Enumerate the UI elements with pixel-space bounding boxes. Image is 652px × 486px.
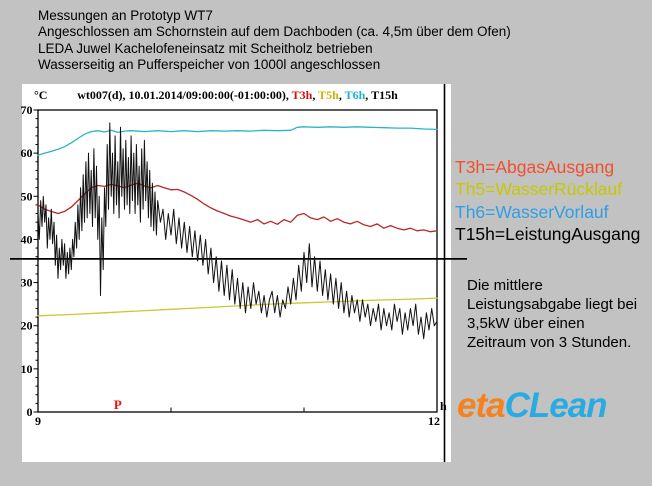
chart-title-segment: T6h: [344, 88, 366, 102]
header-line-2: Angeschlossen am Schornstein auf dem Dac…: [38, 24, 511, 40]
chart-title-segment: T15h: [371, 88, 398, 102]
y-tick-label: 60: [21, 146, 33, 160]
legend-item: Th5=WasserRücklauf: [455, 179, 623, 200]
chart-legend: T3h=AbgasAusgang Th5=WasserRücklauf Th6=Wa…: [455, 156, 640, 246]
etaclean-logo: etaCLean: [457, 386, 608, 426]
series-th6-wasservorlauf: [37, 126, 438, 156]
logo-part-clean: CLean: [504, 386, 608, 425]
logo-part-eta: eta: [457, 386, 506, 425]
series-th5-wasserrücklauf: [37, 297, 438, 317]
x-tick-label-start: 9: [35, 414, 41, 428]
y-tick-label: 30: [21, 276, 33, 290]
chart-title-segment: T5h: [318, 88, 339, 102]
header-text-block: Messungen an Prototyp WT7 Angeschlossen …: [38, 8, 511, 73]
legend-item: T3h=AbgasAusgang: [455, 157, 615, 177]
chart-title-segment: wt007(d), 10.01.2014/09:00:00(-01:00:00)…: [77, 88, 292, 102]
x-axis-unit-label: h: [440, 399, 447, 413]
y-tick-label: 10: [21, 362, 33, 376]
header-line-4: Wasserseitig an Pufferspeicher von 1000l…: [38, 56, 381, 72]
chart-title-segment: ,: [338, 88, 345, 102]
p-marker: P: [114, 397, 122, 412]
y-axis-unit-label: °C: [34, 88, 48, 102]
chart-panel: [22, 84, 451, 462]
series-t3h-abgasausgang: [37, 182, 438, 233]
note-text: Die mittlere Leistungsabgabe liegt bei 3…: [467, 277, 638, 351]
y-tick-label: 70: [21, 103, 33, 117]
chart-title: wt007(d), 10.01.2014/09:00:00(-01:00:00)…: [38, 88, 437, 103]
y-tick-label: 0: [27, 405, 33, 419]
header-line-1: Messungen an Prototyp WT7: [38, 8, 213, 23]
chart-title-segment: ,: [312, 88, 319, 102]
y-tick-label: 50: [21, 189, 33, 203]
legend-item: T15h=LeistungAusgang: [455, 224, 641, 245]
chart-title-segment: ,: [365, 88, 372, 102]
legend-item: Th6=WasserVorlauf: [455, 201, 609, 222]
header-line-3: LEDA Juwel Kachelofeneinsatz mit Scheith…: [38, 40, 373, 56]
y-tick-label: 20: [21, 319, 33, 333]
series-t15h-leistungausgang: [37, 122, 438, 340]
plot-border: [37, 109, 438, 413]
chart-title-segment: T3h: [291, 88, 313, 102]
x-tick-label-end: 12: [428, 414, 440, 428]
y-tick-label: 40: [21, 232, 33, 246]
